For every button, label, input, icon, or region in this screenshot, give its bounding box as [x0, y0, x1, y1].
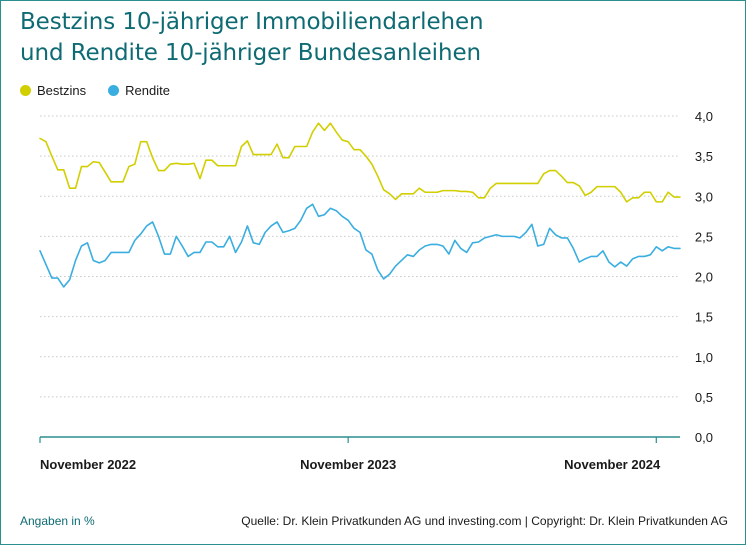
chart-title-line-2: und Rendite 10-jähriger Bundesanleihen — [20, 40, 481, 66]
y-tick-label: 3,0 — [695, 189, 713, 204]
series-line-bestzins — [39, 122, 681, 203]
y-tick-label: 2,0 — [695, 270, 713, 285]
y-tick-label: 2,5 — [695, 229, 713, 244]
y-axis-tick-labels: 0,0 0,5 1,0 1,5 2,0 2,5 3,0 3,5 4,0 — [695, 109, 713, 445]
y-tick-label: 4,0 — [695, 109, 713, 124]
legend-item-rendite[interactable]: Rendite — [108, 83, 170, 98]
chart-title-line-1: Bestzins 10-jähriger Immobiliendarlehen — [20, 9, 484, 35]
series-line-rendite — [39, 203, 681, 288]
series-lines — [39, 122, 681, 288]
unit-note: Angaben in % — [20, 514, 95, 528]
x-tick-label: November 2024 — [564, 457, 661, 472]
x-tick-label: November 2023 — [300, 457, 396, 472]
x-tick-label: November 2022 — [40, 457, 136, 472]
x-axis: November 2022 November 2023 November 2024 — [39, 436, 680, 472]
y-tick-label: 1,5 — [695, 310, 713, 325]
y-tick-label: 0,5 — [695, 390, 713, 405]
chart-legend: Bestzins Rendite — [20, 83, 192, 98]
chart-title: Bestzins 10-jähriger Immobiliendarlehen … — [20, 7, 484, 69]
legend-swatch-bestzins — [20, 85, 31, 96]
y-tick-label: 0,0 — [695, 430, 713, 445]
legend-label-rendite: Rendite — [125, 83, 170, 98]
y-tick-label: 1,0 — [695, 350, 713, 365]
y-tick-label: 3,5 — [695, 149, 713, 164]
legend-swatch-rendite — [108, 85, 120, 96]
source-note: Quelle: Dr. Klein Privatkunden AG und in… — [241, 514, 728, 528]
legend-label-bestzins: Bestzins — [37, 83, 87, 98]
grid-lines — [40, 115, 680, 398]
legend-item-bestzins[interactable]: Bestzins — [20, 83, 86, 98]
